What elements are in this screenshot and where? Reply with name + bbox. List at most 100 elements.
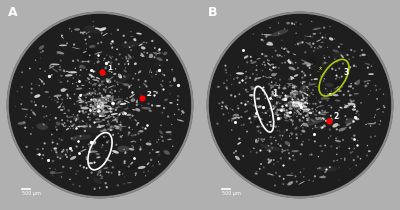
Ellipse shape [303,108,310,110]
Point [342,103,348,106]
Point [292,105,299,108]
Point [46,95,52,99]
Point [300,111,307,114]
Ellipse shape [110,99,117,101]
Point [137,145,144,148]
Point [293,112,300,115]
Point [96,186,103,190]
Point [240,154,246,158]
Point [59,74,65,77]
Point [293,103,300,106]
Ellipse shape [302,81,306,83]
Point [97,92,103,95]
Point [310,180,316,183]
Point [49,73,55,77]
Point [82,38,89,41]
Point [87,116,93,119]
Ellipse shape [92,114,98,117]
Point [108,71,115,74]
Point [76,93,83,97]
Point [34,147,41,151]
Point [124,105,131,109]
Point [158,124,164,127]
Point [308,119,314,122]
Point [342,114,348,118]
Ellipse shape [118,124,122,126]
Point [122,175,128,178]
Point [64,94,71,98]
Point [44,159,51,162]
Ellipse shape [56,51,64,54]
Ellipse shape [138,43,143,46]
Text: 1: 1 [107,65,112,71]
Point [307,73,314,77]
Point [174,98,181,102]
Point [141,51,147,54]
Point [268,142,275,145]
Point [279,39,285,42]
Point [71,102,78,106]
Point [114,48,120,51]
Ellipse shape [282,99,286,101]
Point [138,138,144,141]
Ellipse shape [107,128,114,131]
Ellipse shape [250,86,253,88]
Point [343,126,349,129]
Point [356,79,362,82]
Point [306,81,313,85]
Ellipse shape [115,103,123,104]
Point [266,76,272,79]
Ellipse shape [305,42,312,46]
Point [64,97,70,100]
Point [98,100,104,103]
Ellipse shape [268,173,274,176]
Point [308,20,315,23]
Ellipse shape [328,105,330,106]
Ellipse shape [68,71,77,73]
Point [114,106,120,109]
Point [321,94,327,97]
Ellipse shape [102,119,105,121]
Point [265,59,272,62]
Ellipse shape [367,123,376,124]
Ellipse shape [300,105,307,108]
Ellipse shape [236,72,244,75]
Point [272,77,278,80]
Point [371,116,378,119]
Point [350,120,356,123]
Ellipse shape [310,119,315,122]
Point [272,66,279,69]
Point [289,104,295,108]
Point [296,103,303,106]
Ellipse shape [98,104,102,106]
Point [321,117,327,121]
Point [300,76,306,79]
Point [88,82,94,85]
Text: 500 μm: 500 μm [22,191,41,196]
Ellipse shape [95,28,101,30]
Point [299,105,305,108]
Point [272,105,278,108]
Ellipse shape [287,116,292,118]
Point [231,77,237,81]
Point [68,124,74,127]
Point [250,32,256,36]
Point [114,81,120,84]
Point [354,110,360,113]
Point [118,105,124,109]
Ellipse shape [138,166,146,169]
Point [239,116,245,119]
Point [90,20,96,23]
Ellipse shape [99,27,106,31]
Point [334,153,340,156]
Point [154,70,160,73]
Point [48,98,55,101]
Point [137,147,144,150]
Point [136,70,143,73]
Point [91,99,97,103]
Point [144,94,151,97]
Point [91,62,98,66]
Point [54,155,61,159]
Point [59,122,65,126]
Point [294,92,300,96]
